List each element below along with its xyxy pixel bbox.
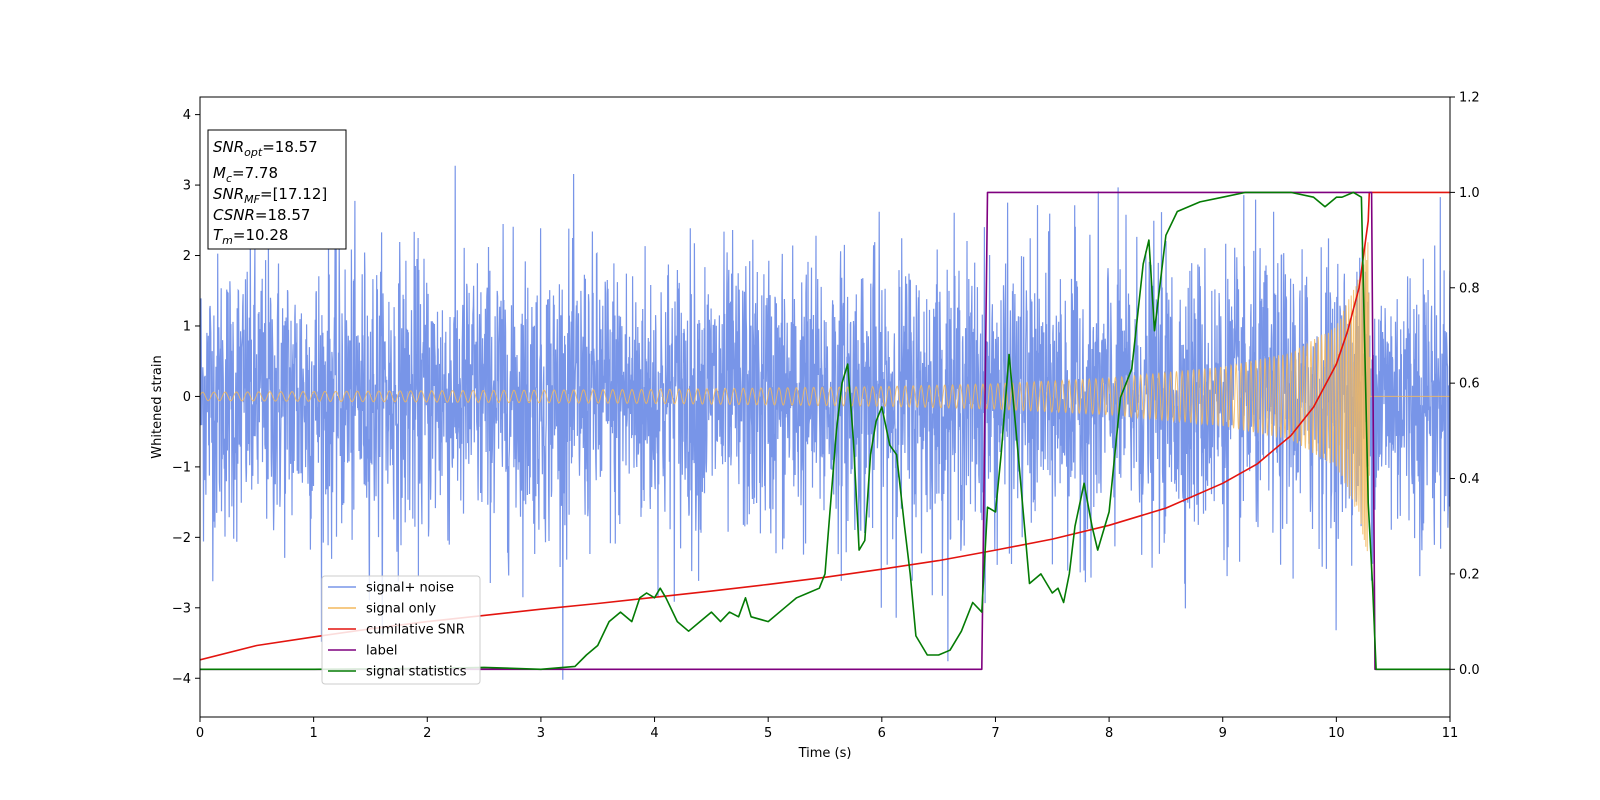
- annotation-line: SNRopt=18.57: [213, 138, 318, 159]
- legend-label-signal-statistics: signal statistics: [366, 665, 467, 680]
- x-tick-label: 2: [423, 726, 431, 741]
- x-tick-label: 7: [991, 726, 999, 741]
- x-tick-label: 4: [650, 726, 658, 741]
- y2-tick-label: 1.0: [1459, 186, 1480, 201]
- y-tick-label: 1: [183, 319, 191, 334]
- series-signal-only: [200, 241, 1450, 552]
- y2-tick-label: 0.8: [1459, 281, 1480, 296]
- y-tick-label: −3: [172, 601, 191, 616]
- x-axis-label: Time (s): [798, 746, 852, 761]
- legend-label-cumilative-snr: cumilative SNR: [366, 623, 465, 638]
- y-tick-label: −4: [172, 672, 191, 687]
- y-tick-label: 3: [183, 179, 191, 194]
- legend-label-label: label: [366, 644, 397, 659]
- x-tick-label: 0: [196, 726, 204, 741]
- annotation-line: Tm=10.28: [213, 226, 288, 247]
- y-tick-label: 0: [183, 390, 191, 405]
- annotation-box: SNRopt=18.57 Mc=7.78SNRMF=[17.12]CSNR=18.…: [207, 129, 347, 250]
- legend-label-signal-noise: signal+ noise: [366, 581, 454, 596]
- y-tick-label: 4: [183, 108, 191, 123]
- y-tick-label: −2: [172, 531, 191, 546]
- y-tick-label: −1: [172, 460, 191, 475]
- y2-tick-label: 0.6: [1459, 377, 1480, 392]
- x-tick-label: 5: [764, 726, 772, 741]
- x-tick-label: 1: [309, 726, 317, 741]
- y2-tick-label: 0.2: [1459, 567, 1480, 582]
- series-signal-statistics: [200, 191, 1450, 671]
- y2-tick-label: 1.2: [1459, 91, 1480, 106]
- x-tick-label: 3: [537, 726, 545, 741]
- legend-label-signal-only: signal only: [366, 602, 436, 617]
- y-axis-label: Whitened strain: [150, 355, 165, 458]
- annotation-frame: [207, 129, 347, 250]
- legend-frame: [321, 575, 481, 685]
- annotation-line: SNRMF=[17.12]: [213, 185, 327, 206]
- y-tick-label: 2: [183, 249, 191, 264]
- annotation-line: CSNR=18.57: [213, 206, 310, 224]
- y2-tick-label: 0.0: [1459, 663, 1480, 678]
- x-tick-label: 10: [1328, 726, 1345, 741]
- x-tick-label: 9: [1219, 726, 1227, 741]
- x-tick-label: 8: [1105, 726, 1113, 741]
- plot-frame: [199, 96, 1451, 718]
- x-tick-label: 6: [878, 726, 886, 741]
- annotation-line: Mc=7.78: [213, 164, 278, 185]
- y2-tick-label: 0.4: [1459, 472, 1480, 487]
- legend: signal+ noise signal only cumilative SNR la…: [321, 575, 481, 685]
- x-tick-label: 11: [1442, 726, 1459, 741]
